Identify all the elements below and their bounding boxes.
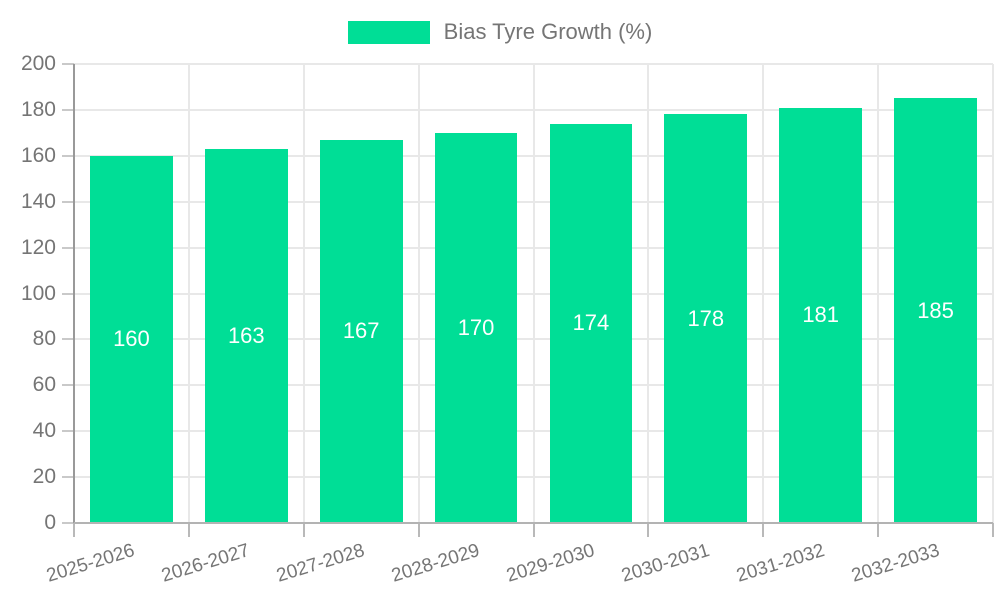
y-axis-label: 40	[32, 419, 56, 443]
y-axis-label: 200	[20, 52, 56, 75]
y-axis-line	[73, 64, 75, 523]
y-axis-label: 140	[20, 189, 56, 213]
y-axis-label: 20	[32, 465, 56, 489]
y-axis-label: 0	[44, 511, 56, 534]
y-axis-label: 180	[20, 97, 56, 121]
x-gridline	[302, 64, 305, 523]
y-axis-tick	[62, 108, 74, 111]
x-axis-tick	[877, 523, 880, 537]
x-gridline	[532, 64, 535, 523]
x-axis-tick	[532, 523, 535, 537]
y-axis-tick	[62, 522, 74, 524]
x-gridline	[417, 64, 420, 523]
y-axis-tick	[62, 246, 74, 249]
legend: Bias Tyre Growth (%)	[0, 19, 1000, 45]
x-axis-tick	[647, 523, 650, 537]
x-axis-label: 2028-2029	[389, 540, 483, 587]
x-axis-tick	[73, 523, 75, 537]
x-gridline	[992, 64, 994, 523]
y-axis-tick	[62, 338, 74, 341]
y-axis-tick	[62, 154, 74, 157]
x-axis-label: 2027-2028	[274, 540, 368, 587]
y-axis-tick	[62, 292, 74, 295]
bar	[90, 155, 173, 523]
x-axis-label: 2030-2031	[618, 540, 712, 587]
x-axis-tick	[302, 523, 305, 537]
x-gridline	[187, 64, 190, 523]
x-gridline	[647, 64, 650, 523]
x-axis-tick	[417, 523, 420, 537]
bar	[434, 132, 518, 523]
bar	[664, 114, 748, 523]
x-axis-label: 2026-2027	[159, 540, 253, 587]
bar	[779, 107, 863, 523]
x-axis-tick	[992, 523, 994, 537]
y-axis-tick	[62, 200, 74, 203]
x-axis-label: 2029-2030	[504, 540, 598, 587]
legend-swatch-icon	[347, 20, 430, 44]
y-axis-tick	[62, 63, 74, 65]
bar	[319, 139, 403, 523]
x-axis-label: 2031-2032	[733, 540, 827, 587]
y-axis-tick	[62, 384, 74, 387]
bar	[204, 148, 288, 523]
y-axis-label: 160	[20, 143, 56, 167]
legend-label: Bias Tyre Growth (%)	[443, 19, 653, 44]
x-axis-label: 2025-2026	[44, 540, 138, 587]
legend-item[interactable]: Bias Tyre Growth (%)	[347, 19, 653, 45]
x-gridline	[877, 64, 880, 523]
y-axis-label: 60	[32, 373, 56, 397]
y-axis-tick	[62, 430, 74, 433]
y-axis-label: 80	[32, 327, 56, 351]
y-axis-tick	[62, 476, 74, 479]
x-axis-label: 2032-2033	[848, 540, 942, 587]
x-axis-line	[74, 522, 993, 524]
x-axis-tick	[187, 523, 190, 537]
bar	[894, 98, 977, 523]
bar	[549, 123, 633, 523]
x-axis-tick	[762, 523, 765, 537]
x-gridline	[762, 64, 765, 523]
y-axis-label: 100	[20, 281, 56, 305]
y-axis-label: 120	[20, 235, 56, 259]
